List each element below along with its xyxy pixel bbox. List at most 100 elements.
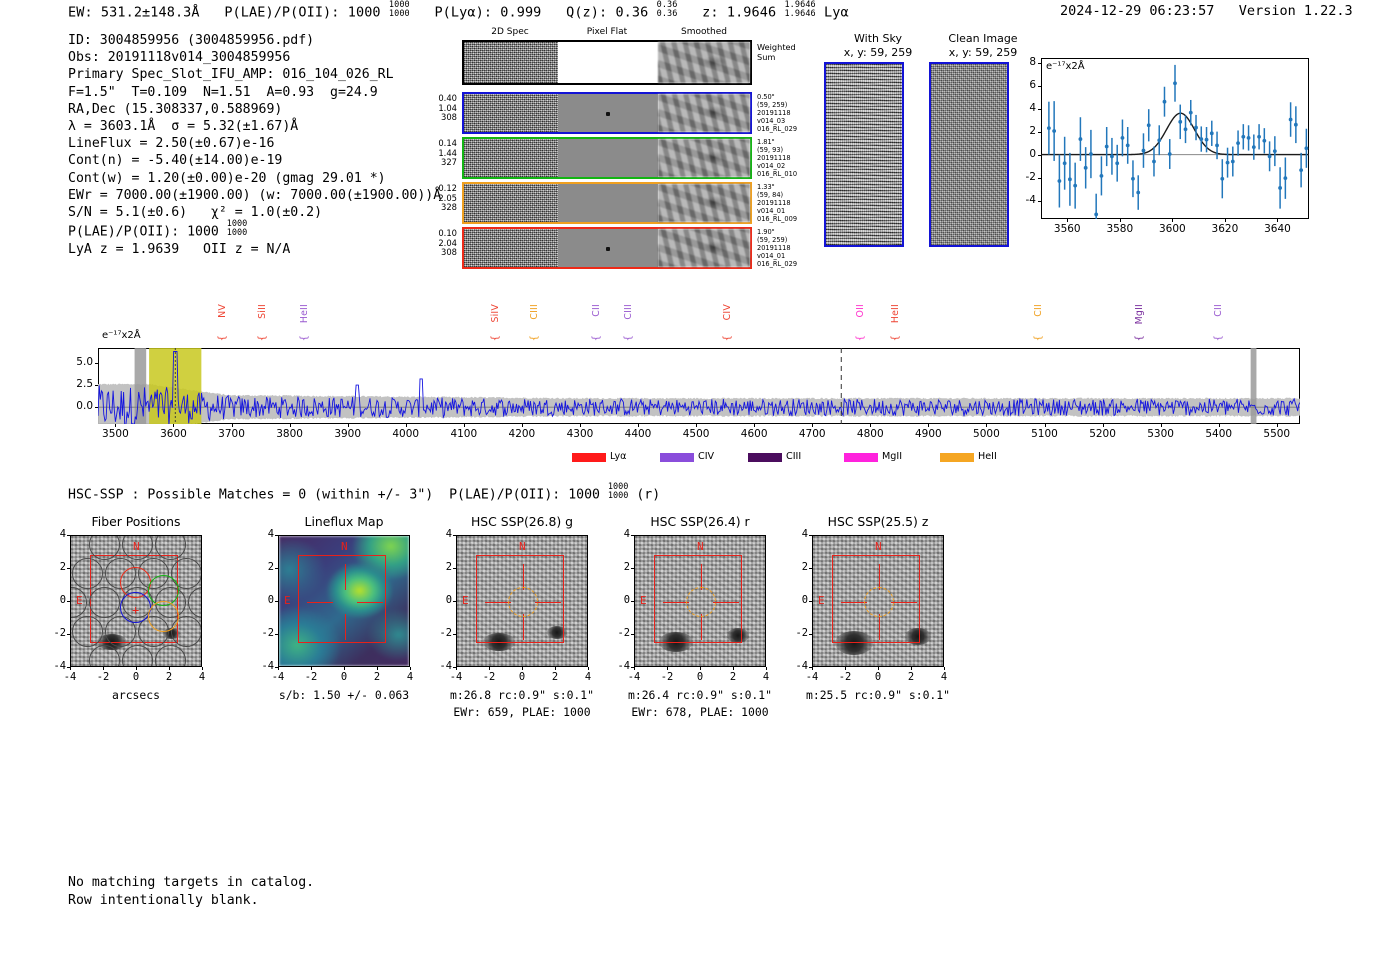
header-summary-part1: EW: 531.2±148.3Å P(LAE)/P(OII): 1000 — [68, 4, 389, 21]
fit-ytick: 8 — [1029, 55, 1036, 68]
panel-caption-1: m:25.5 rc:0.9" s:0.1" — [805, 688, 950, 702]
spectrum-xtick: 4700 — [798, 428, 826, 440]
fiber-circle — [121, 644, 153, 666]
crosshair-h — [485, 602, 511, 604]
spectrum-xtick: 5100 — [1031, 428, 1058, 440]
compass-east: E — [76, 594, 83, 607]
fiber-row-1-left-labels: 0.40 1.04 308 — [438, 93, 457, 123]
aperture-circle — [864, 587, 894, 617]
spectrum-xtick: 4900 — [914, 428, 942, 440]
info-snr-chi2: S/N = 5.1(±0.6) χ² = 1.0(±0.2) — [68, 205, 323, 221]
fit-ytick: 0 — [1029, 147, 1036, 160]
panel-xtick: -4 — [805, 671, 819, 683]
panel-ytick: -4 — [617, 660, 630, 672]
crosshair-h — [841, 602, 867, 604]
fiber-row-4-left-labels: 0.10 2.04 308 — [438, 228, 457, 258]
emission-line-label-siiv: SiIV — [489, 304, 501, 323]
fit-ytick: -4 — [1025, 193, 1036, 206]
emission-line-label-cii: CII — [1212, 304, 1224, 317]
compass-north: N — [697, 540, 704, 553]
spectrum-xtick: 4400 — [624, 428, 652, 440]
panel-xtick: 4 — [940, 671, 948, 683]
panel-ytick: 2 — [267, 561, 274, 573]
panel-xtick: -2 — [660, 671, 674, 683]
qz-fraction: 0.36 0.36 — [656, 0, 678, 19]
full-spectrum-chart: e⁻¹⁷x2Å — [98, 330, 1300, 424]
emission-line-bracket: { — [722, 335, 734, 342]
legend-swatch-lyα — [572, 453, 606, 462]
spectrum-xtick: 4300 — [566, 428, 594, 440]
crosshair-h — [713, 602, 739, 604]
spectrum-annotation: e⁻¹⁷x2Å — [102, 330, 141, 341]
header-summary-part3: z: 1.9646 — [677, 4, 785, 21]
emission-line-bracket: { — [216, 335, 228, 342]
ifu-footprint-box — [832, 555, 920, 643]
fit-xtick: 3620 — [1211, 223, 1239, 235]
spectrum-plot-area — [98, 348, 1300, 424]
weighted-sum-label: Weighted Sum — [757, 42, 796, 62]
fiber-circle — [171, 557, 201, 589]
spectrum-xtick: 5200 — [1089, 428, 1116, 440]
with-sky-title: With Sky x, y: 59, 259 — [843, 32, 913, 59]
fiber-circle — [88, 644, 120, 666]
legend-label-lyα: Lyα — [610, 451, 627, 462]
panel-title-4: HSC SSP(25.5) z — [827, 514, 929, 529]
panel-ytick: 4 — [801, 528, 808, 540]
column-header-pixel-flat: Pixel Flat — [586, 27, 628, 37]
clean-image-title: Clean Image x, y: 59, 259 — [948, 32, 1018, 59]
source-blob — [727, 628, 749, 643]
emission-line-bracket: { — [854, 335, 866, 342]
emission-line-bracket: { — [1212, 335, 1224, 342]
panel-xtick: -4 — [449, 671, 463, 683]
ifu-footprint-box — [654, 555, 742, 643]
fiber-row-3-left-labels: 0.12 2.05 328 — [438, 183, 457, 213]
source-info-block: ID: 3004859956 (3004859956.pdf) Obs: 201… — [68, 32, 441, 258]
clean-image-cutout — [929, 62, 1009, 247]
target-marker: + — [132, 603, 140, 617]
spectrum-ytick: 2.5 — [76, 378, 93, 391]
with-sky-cutout — [824, 62, 904, 247]
fiber-circle — [72, 615, 103, 647]
line-fit-chart: e⁻¹⁷x2Å — [1041, 58, 1309, 219]
weighted-sum-row — [462, 40, 752, 85]
panel-xtick: 0 — [340, 671, 348, 683]
legend-label-ciii: CIII — [786, 451, 802, 462]
panel-caption-1: m:26.8 rc:0.9" s:0.1" — [449, 688, 594, 702]
panel-title-1: Lineflux Map — [304, 514, 384, 529]
panel-ytick: 2 — [59, 561, 66, 573]
emission-line-bracket: { — [1032, 335, 1044, 342]
spectrum-xtick: 4500 — [682, 428, 710, 440]
compass-east: E — [284, 594, 291, 607]
fit-ytick: -2 — [1025, 170, 1036, 183]
crosshair-h — [891, 602, 917, 604]
info-redshifts: LyA z = 1.9639 OII z = N/A — [68, 241, 291, 257]
panel-xtick: 4 — [762, 671, 770, 683]
panel-ytick: 0 — [801, 594, 808, 606]
info-obs: Obs: 20191118v014_3004859956 — [68, 50, 291, 66]
emission-line-label-cii: CII — [591, 304, 603, 317]
compass-east: E — [640, 594, 647, 607]
spectrum-xtick: 3800 — [276, 428, 303, 440]
emission-line-bracket: { — [622, 335, 634, 342]
panel-image-0[interactable]: + N E — [70, 535, 202, 667]
panel-xtick: 4 — [198, 671, 206, 683]
spectrum-ytick: 0.0 — [76, 400, 93, 413]
spectrum-xtick: 4600 — [740, 428, 768, 440]
crosshair-v — [701, 614, 703, 640]
emission-line-bracket: { — [299, 335, 311, 342]
spectrum-xtick: 3700 — [218, 428, 245, 440]
panel-xtick: 4 — [584, 671, 592, 683]
fit-xtick: 3640 — [1264, 223, 1291, 235]
info-cont-n: Cont(n) = -5.40(±14.00)e-19 — [68, 153, 283, 169]
fiber-circle — [72, 557, 103, 589]
panel-xtick: -2 — [96, 671, 110, 683]
legend-swatch-civ — [660, 453, 694, 462]
spectrum-xtick: 3600 — [160, 428, 187, 440]
panel-xtick: 0 — [696, 671, 704, 683]
fiber-circle — [105, 615, 136, 647]
spectrum-xtick: 4800 — [856, 428, 884, 440]
